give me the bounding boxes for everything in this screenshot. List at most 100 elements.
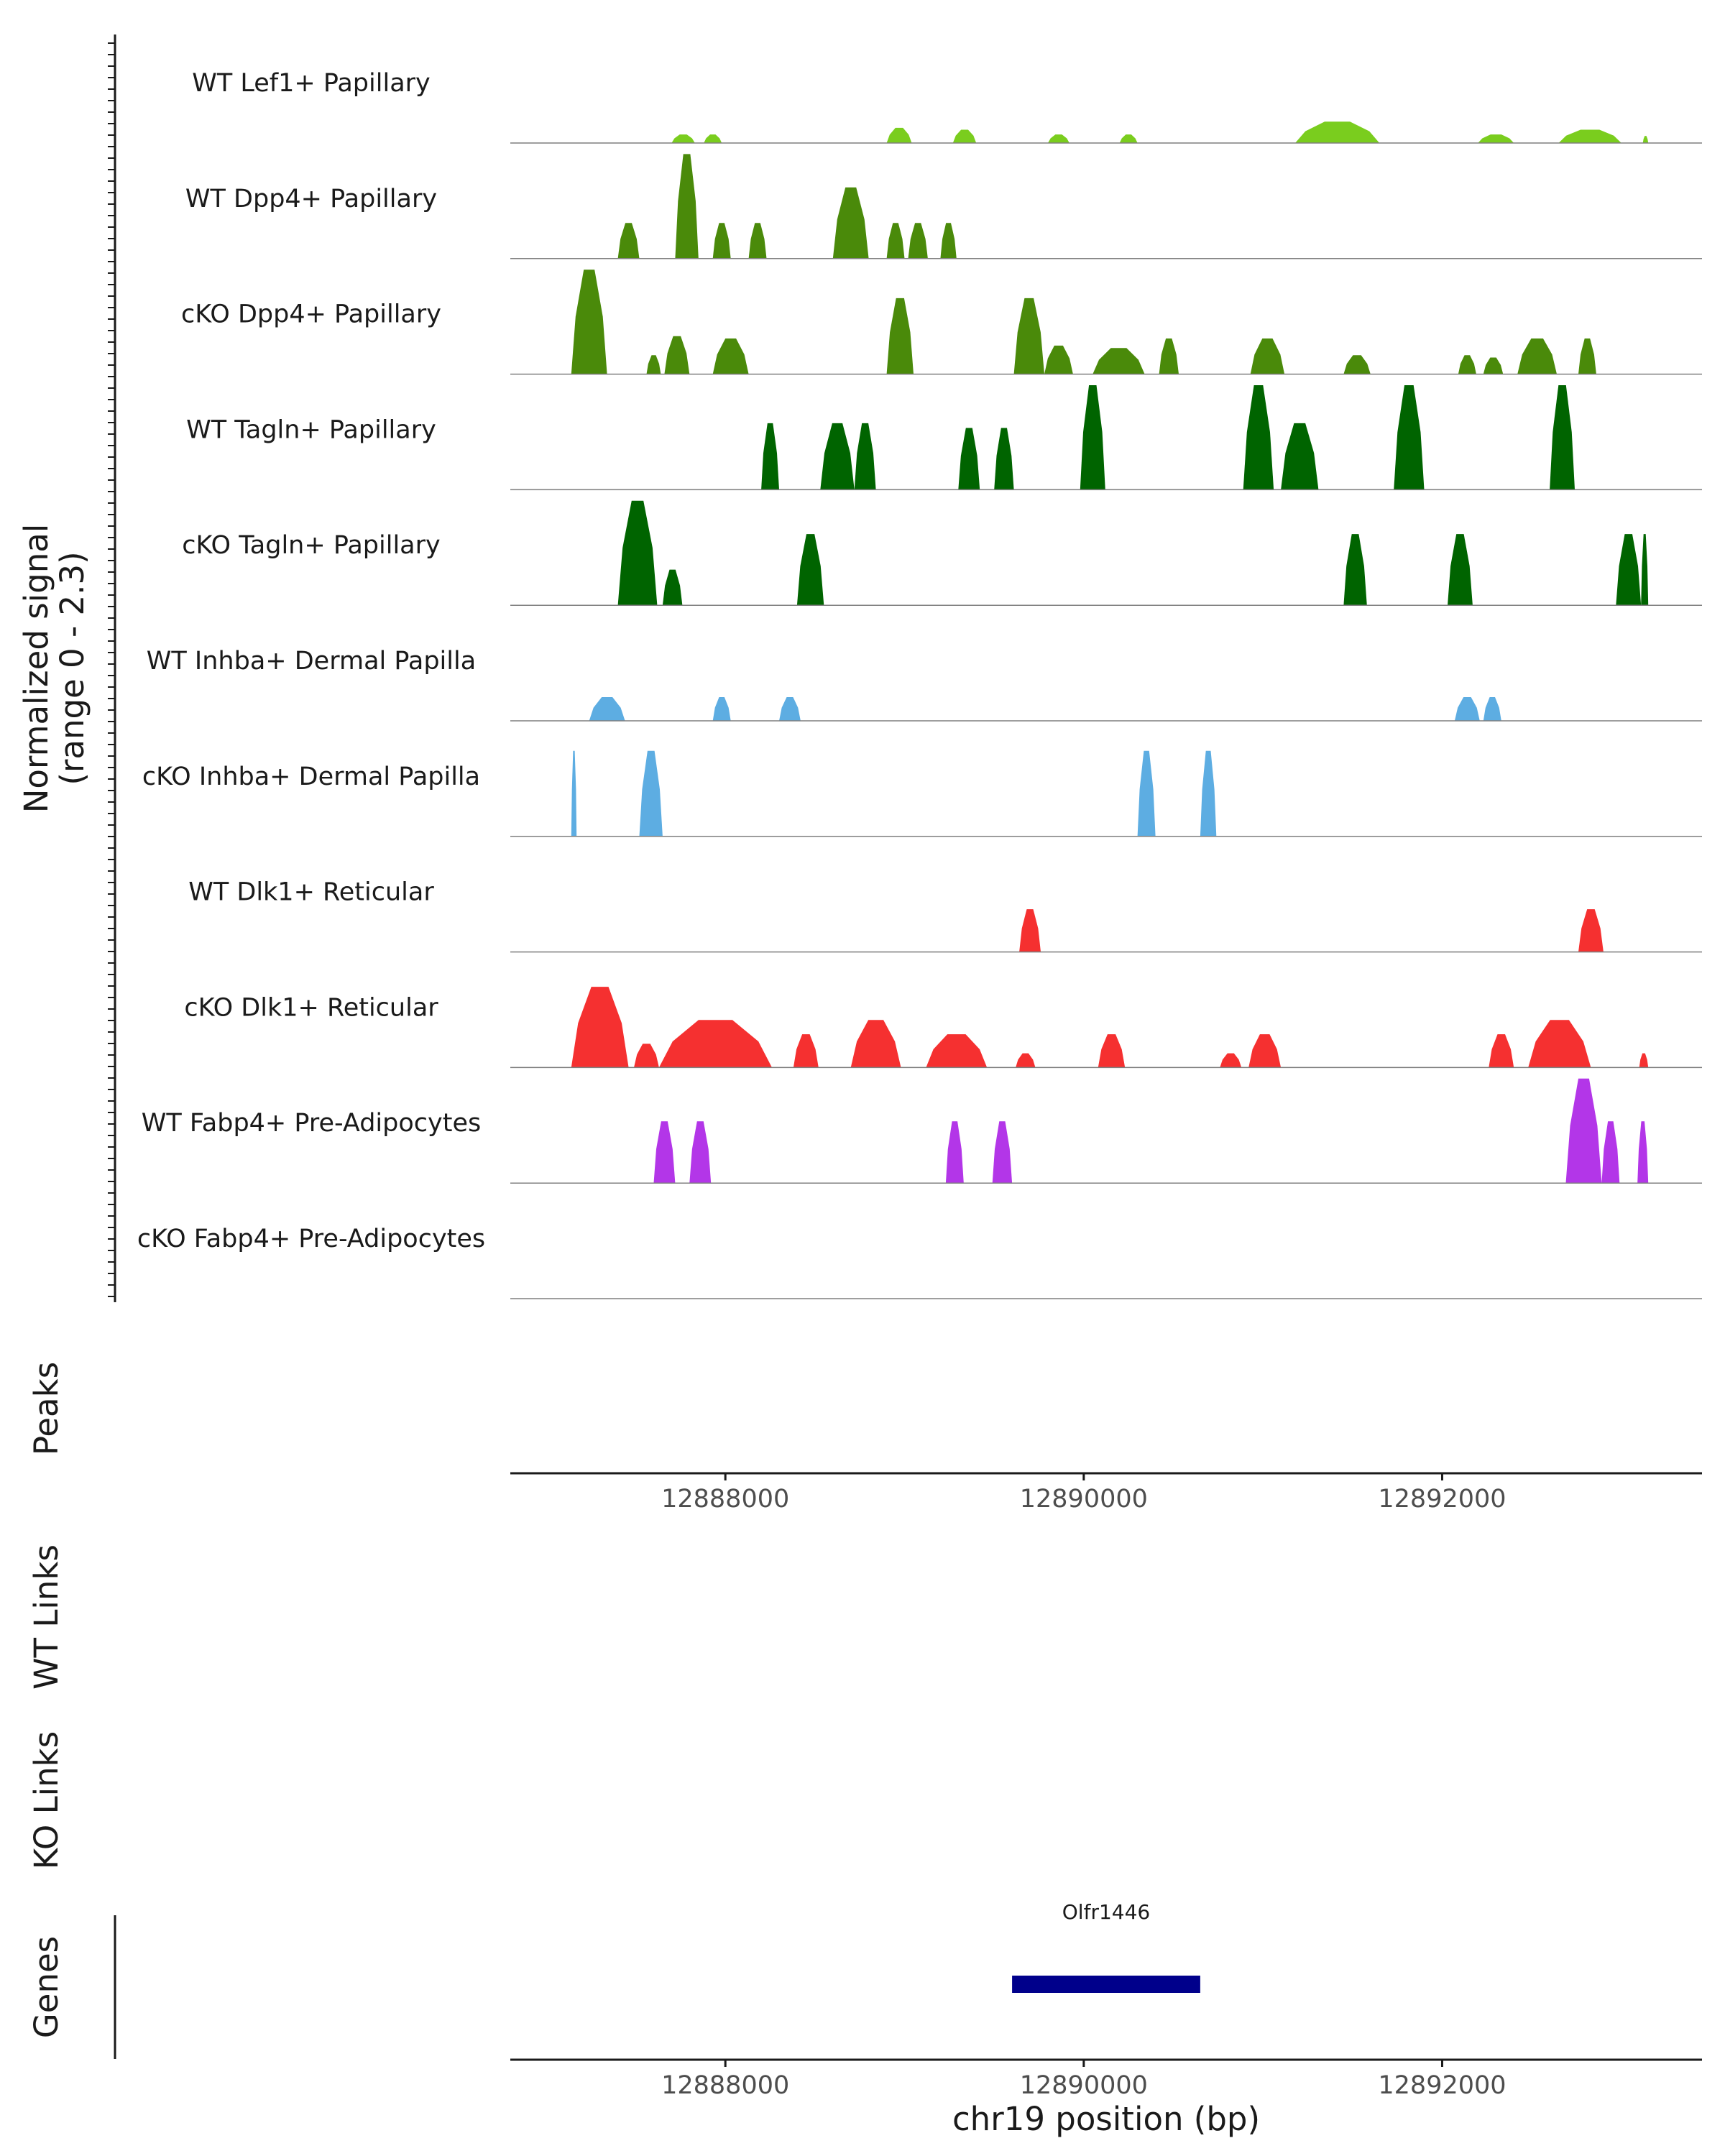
signal-peak [589,697,625,721]
signal-peak [1019,909,1041,952]
wt-links-panel-title: WT Links [27,1544,65,1690]
signal-peak [1250,338,1285,374]
signal-peak [1200,750,1217,837]
signal-peak [1478,134,1514,143]
signal-peak [658,1020,772,1068]
track: WT Lef1+ Papillary [192,69,1702,144]
x-axis-tick-label: 12890000 [1020,1485,1148,1514]
genes-x-axis: 12888000 12890000 12892000 [510,2058,1702,2100]
signal-peak [634,1044,659,1068]
ko-links-panel: KO Links [27,1731,65,1869]
track: cKO Dlk1+ Reticular [184,987,1702,1069]
signal-peak [704,134,722,143]
track: WT Inhba+ Dermal Papilla [147,647,1702,722]
signal-peak [1048,134,1070,143]
signal-peak [1016,1053,1036,1068]
signal-peak [1458,355,1476,374]
signal-y-axis-title-line-1: Normalized signal [17,524,55,814]
signal-peak [1119,134,1138,143]
x-axis-title: chr19 position (bp) [952,2100,1260,2138]
signal-peak [850,1020,901,1068]
track: WT Fabp4+ Pre-Adipocytes [142,1078,1702,1184]
signal-peak [1483,697,1501,721]
track-label: cKO Inhba+ Dermal Papilla [142,763,480,791]
track-label: WT Dlk1+ Reticular [188,878,434,907]
signal-y-axis-title-line-2: (range 0 - 2.3) [53,551,91,785]
x-axis-tick-label: 12888000 [661,2071,789,2100]
signal-peak [886,223,905,259]
signal-peak [761,423,779,490]
signal-peak [886,127,912,143]
track-label: WT Fabp4+ Pre-Adipocytes [142,1109,481,1138]
signal-peak [1098,1034,1126,1068]
signal-peak [1565,1078,1602,1184]
signal-peak [1616,534,1642,606]
signal-peak [1454,697,1480,721]
track: cKO Dpp4+ Papillary [181,270,1702,375]
track-label: WT Tagln+ Papillary [186,415,436,444]
track-label: cKO Tagln+ Papillary [182,531,441,560]
gene-annotations: Olfr1446 [1012,1900,1200,1993]
signal-peak [689,1121,712,1184]
signal-peak [712,338,749,374]
signal-peak [1013,298,1044,374]
track: WT Dpp4+ Papillary [185,154,1702,259]
ko-links-panel-title: KO Links [27,1731,65,1869]
genes-panel: Genes [27,1915,116,2059]
signal-peak [664,336,690,374]
peaks-x-axis: 12888000 12890000 12892000 [510,1472,1702,1514]
signal-peak [779,697,801,721]
gene-label: Olfr1446 [1062,1900,1150,1924]
signal-peak [712,223,731,259]
signal-peak [1448,534,1473,606]
signal-peak [653,1121,676,1184]
wt-links-panel: WT Links [27,1544,65,1690]
track: WT Dlk1+ Reticular [188,878,1702,953]
signal-peak [1558,129,1622,143]
signal-peak [1343,355,1371,374]
signal-peak [1550,385,1575,490]
peaks-panel-title: Peaks [27,1362,65,1455]
track-label: cKO Dlk1+ Reticular [184,993,438,1022]
signal-peak [926,1034,988,1068]
signal-peak [1578,909,1604,952]
signal-peak [940,223,957,259]
signal-peak [639,750,663,837]
track: cKO Inhba+ Dermal Papilla [142,750,1702,837]
signal-peak [1641,534,1649,606]
track-label: cKO Fabp4+ Pre-Adipocytes [137,1225,485,1253]
x-axis-tick-label: 12892000 [1378,2071,1506,2100]
signal-peak [1639,1053,1649,1068]
signal-peak [1528,1020,1591,1068]
signal-peak [675,154,699,259]
signal-peak [571,270,607,374]
track: WT Tagln+ Papillary [186,385,1702,491]
signal-peak [1295,121,1380,143]
signal-peak [1394,385,1425,490]
signal-peak [908,223,928,259]
signal-peak [994,428,1014,490]
gene-body [1012,1976,1200,1993]
signal-peak [886,298,914,374]
signal-peak [712,697,731,721]
signal-peak [671,134,695,143]
signal-peak [1220,1053,1242,1068]
signal-peak [571,750,577,837]
signal-peak [796,534,824,606]
signal-peak [952,129,977,143]
signal-peak [1080,385,1105,490]
signal-peak [571,987,629,1068]
track-label: cKO Dpp4+ Papillary [181,300,441,329]
signal-peak [1642,136,1649,143]
track-label: WT Lef1+ Papillary [192,69,431,98]
peaks-panel: Peaks [27,1362,65,1455]
signal-peak [1637,1121,1649,1184]
signal-peak [646,355,661,374]
signal-peak [1137,750,1156,837]
signal-peak [662,569,683,606]
signal-peak [617,223,640,259]
signal-peak [832,187,869,259]
signal-peak [617,500,658,606]
signal-peak [1243,385,1274,490]
